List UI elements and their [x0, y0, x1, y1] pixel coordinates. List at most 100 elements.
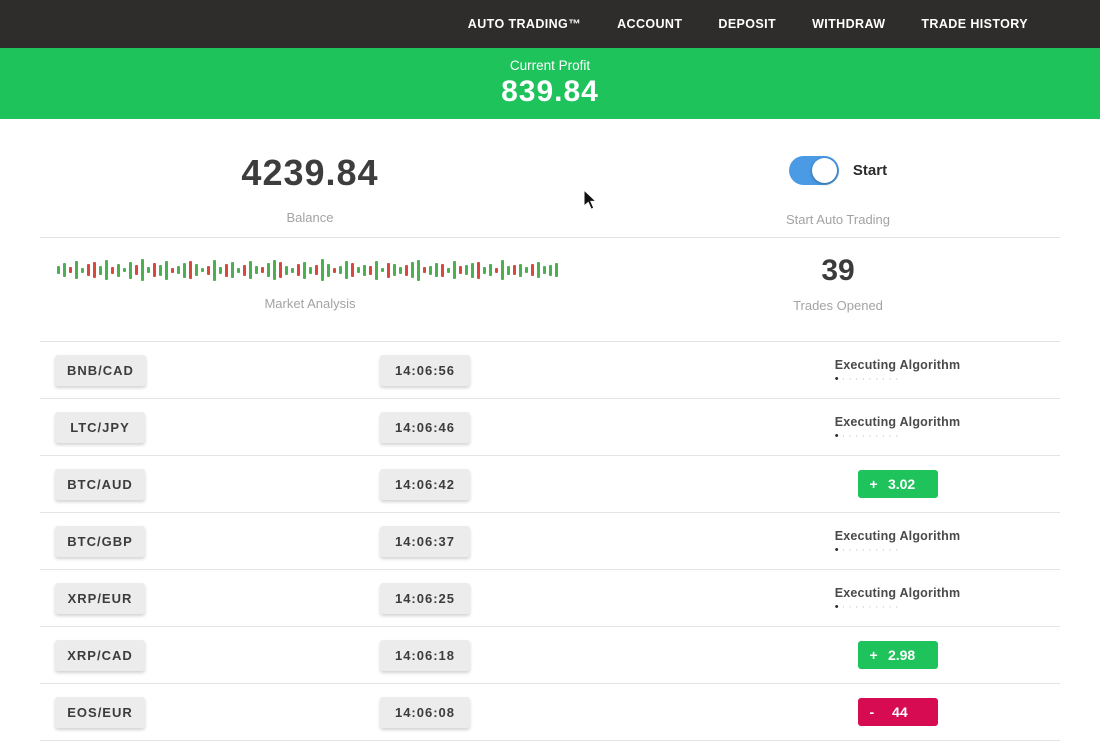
sparkline-bar: [495, 267, 498, 273]
sparkline-bar: [489, 264, 492, 276]
sparkline-bar: [237, 267, 240, 273]
trade-row: XRP/CAD 14:06:18 + 2.98: [40, 627, 1060, 684]
sparkline-bar: [555, 263, 558, 277]
pair-badge[interactable]: BTC/AUD: [55, 468, 145, 500]
trades-opened-block: 39 Trades Opened: [580, 254, 1060, 341]
trade-row: LTC/JPY 14:06:46 Executing Algorithm •··…: [40, 399, 1060, 456]
toggle-knob: [811, 157, 837, 183]
sparkline-bar: [267, 263, 270, 277]
pair-badge[interactable]: LTC/JPY: [55, 411, 145, 443]
auto-trading-toggle[interactable]: [788, 155, 839, 185]
time-badge[interactable]: 14:06:18: [380, 639, 470, 671]
toggle-label: Start: [852, 161, 888, 179]
pair-cell: EOS/EUR: [40, 696, 325, 728]
progress-dots-icon: •·········: [834, 372, 902, 385]
nav-withdraw[interactable]: WITHDRAW: [812, 17, 886, 31]
balance-block: 4239.84 Balance: [40, 152, 580, 237]
sparkline-bar: [231, 262, 234, 278]
sparkline-bar: [345, 261, 348, 279]
profit-value: 839.84: [501, 75, 599, 108]
status-executing: Executing Algorithm •·········: [834, 415, 961, 442]
sparkline-bar: [87, 264, 90, 276]
nav-auto-trading[interactable]: AUTO TRADING™: [467, 17, 582, 31]
sparkline-bar: [537, 262, 540, 278]
nav-deposit[interactable]: DEPOSIT: [718, 17, 777, 31]
sparkline-bar: [69, 267, 72, 273]
sparkline-bar: [351, 263, 354, 277]
time-badge[interactable]: 14:06:46: [380, 411, 470, 443]
pair-badge[interactable]: BTC/GBP: [55, 525, 145, 557]
sparkline-bar: [291, 267, 294, 273]
status-cell: Executing Algorithm •·········: [525, 529, 1060, 556]
progress-dots-icon: •·········: [834, 429, 902, 442]
sparkline-bar: [459, 266, 462, 274]
sparkline-bar: [279, 262, 282, 278]
nav-account[interactable]: ACCOUNT: [617, 17, 683, 31]
nav-trade-history[interactable]: TRADE HISTORY: [921, 17, 1028, 31]
result-badge: + 3.02: [857, 470, 938, 498]
pair-badge[interactable]: BNB/CAD: [55, 354, 146, 386]
sparkline-bar: [165, 260, 168, 280]
trade-row: BNB/CAD 14:06:56 Executing Algorithm •··…: [40, 342, 1060, 399]
sparkline-bar: [261, 267, 264, 273]
toggle-row: Start: [788, 152, 888, 188]
sparkline-bar: [429, 265, 432, 275]
trade-row: BTC/GBP 14:06:37 Executing Algorithm •··…: [40, 513, 1060, 570]
status-cell: + 2.98: [525, 641, 1060, 669]
sparkline-bar: [243, 264, 246, 276]
sparkline-bar: [471, 262, 474, 278]
progress-dot-trail: ·········: [841, 429, 902, 442]
sparkline-bar: [501, 260, 504, 280]
status-cell: Executing Algorithm •·········: [525, 586, 1060, 613]
sparkline-bar: [255, 266, 258, 274]
pair-cell: BNB/CAD: [40, 354, 325, 386]
progress-dot-active: •: [834, 429, 842, 442]
trade-row: XRP/EUR 14:06:25 Executing Algorithm •··…: [40, 570, 1060, 627]
sparkline-bar: [225, 263, 228, 277]
sparkline-bar: [81, 267, 84, 273]
progress-dot-trail: ·········: [841, 600, 902, 613]
sparkline-bar: [417, 259, 420, 281]
time-badge[interactable]: 14:06:08: [380, 696, 470, 728]
sparkline-bar: [423, 267, 426, 273]
result-badge: + 2.98: [857, 641, 938, 669]
progress-dots-icon: •·········: [834, 543, 902, 556]
sparkline-bar: [483, 266, 486, 274]
market-section: Market Analysis 39 Trades Opened: [40, 238, 1060, 342]
pair-badge[interactable]: EOS/EUR: [55, 696, 145, 728]
status-cell: Executing Algorithm •·········: [525, 415, 1060, 442]
profit-label: Current Profit: [509, 58, 591, 73]
sparkline-bar: [195, 264, 198, 276]
time-cell: 14:06:37: [325, 525, 525, 557]
sparkline-bar: [339, 266, 342, 274]
market-sparkline-chart: [57, 254, 563, 286]
progress-dot-active: •: [834, 543, 842, 556]
pair-cell: XRP/CAD: [40, 639, 325, 671]
sparkline-bar: [465, 265, 468, 275]
sparkline-bar: [189, 261, 192, 279]
time-badge[interactable]: 14:06:42: [380, 468, 470, 500]
sparkline-bar: [381, 268, 384, 272]
result-amount: 2.98: [887, 647, 916, 663]
pair-badge[interactable]: XRP/EUR: [55, 582, 145, 614]
sparkline-bar: [105, 260, 108, 280]
progress-dot-active: •: [834, 372, 842, 385]
sparkline-bar: [141, 259, 144, 281]
sparkline-bar: [147, 267, 150, 273]
sparkline-bar: [219, 266, 222, 274]
sparkline-bar: [213, 259, 216, 281]
result-amount: 44: [892, 704, 908, 720]
sparkline-bar: [63, 263, 66, 277]
sparkline-bar: [153, 263, 156, 277]
sparkline-bar: [183, 262, 186, 278]
time-badge[interactable]: 14:06:25: [380, 582, 470, 614]
time-badge[interactable]: 14:06:56: [380, 354, 470, 386]
pair-badge[interactable]: XRP/CAD: [55, 639, 145, 671]
time-badge[interactable]: 14:06:37: [380, 525, 470, 557]
sparkline-bar: [321, 259, 324, 281]
sparkline-bar: [93, 262, 96, 278]
status-label: Executing Algorithm: [834, 357, 961, 372]
sparkline-bar: [441, 263, 444, 277]
trades-list: BNB/CAD 14:06:56 Executing Algorithm •··…: [40, 342, 1060, 741]
sparkline-bar: [99, 265, 102, 275]
